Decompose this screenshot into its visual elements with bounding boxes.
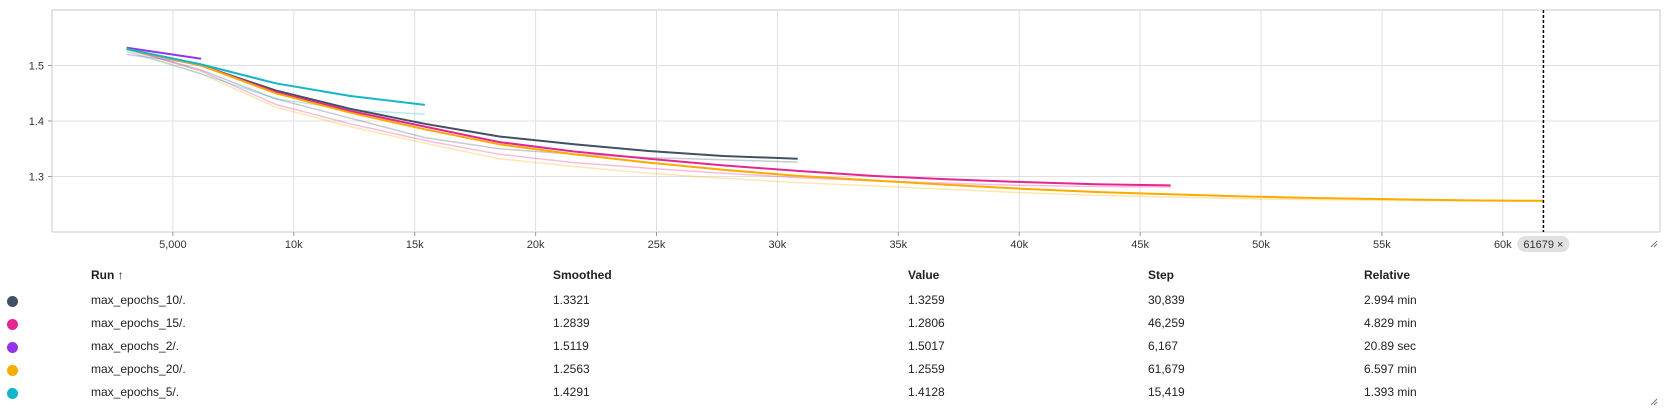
header-smoothed[interactable]: Smoothed [553, 268, 612, 282]
x-tick-label: 55k [1373, 239, 1391, 251]
run-color-dot [7, 342, 18, 353]
step-value: 61,679 [1148, 362, 1185, 376]
run-name: max_epochs_10/. [91, 293, 186, 307]
y-tick-label: 1.3 [29, 172, 44, 184]
x-tick-label: 5,000 [159, 239, 187, 251]
x-tick-label: 60k [1494, 239, 1512, 251]
x-tick-label: 20k [527, 239, 545, 251]
raw-series-line [126, 50, 425, 116]
relative-time: 6.597 min [1364, 362, 1417, 376]
step-value: 6,167 [1148, 339, 1179, 353]
x-tick-label: 50k [1252, 239, 1270, 251]
smoothed-series-line [126, 47, 425, 106]
raw-value: 1.4128 [908, 385, 945, 399]
raw-series-line [126, 49, 1544, 202]
run-color-dot [7, 319, 18, 330]
x-tick-label: 25k [648, 239, 666, 251]
run-color-dot [7, 296, 18, 307]
run-color-dot [7, 365, 18, 376]
smoothed-value: 1.2563 [553, 362, 590, 376]
chart-grid [51, 9, 1661, 233]
step-value: 15,419 [1148, 385, 1185, 399]
y-tick-label: 1.4 [29, 116, 44, 128]
raw-series-line [126, 48, 1171, 188]
smoothed-value: 1.5119 [553, 339, 589, 353]
x-tick-label: 35k [889, 239, 907, 251]
header-relative[interactable]: Relative [1364, 268, 1411, 282]
header-run[interactable]: Run ↑ [91, 268, 124, 282]
cursor-label[interactable]: 61679 × [1523, 239, 1563, 251]
relative-time: 4.829 min [1364, 316, 1417, 330]
header-value[interactable]: Value [908, 268, 940, 282]
table-row[interactable]: max_epochs_2/. 1.5119 1.5017 6,167 20.89… [0, 336, 1666, 359]
x-tick-label: 15k [406, 239, 424, 251]
smoothed-value: 1.3321 [553, 293, 590, 307]
raw-value: 1.3259 [908, 293, 945, 307]
raw-value: 1.2559 [908, 362, 945, 376]
run-name: max_epochs_15/. [91, 316, 186, 330]
x-tick-label: 10k [285, 239, 303, 251]
table-row[interactable]: max_epochs_10/. 1.3321 1.3259 30,839 2.9… [0, 290, 1666, 313]
chart: 5,000 10k 15k 20k 25k 30k 35k 40k 45k 50k 55k 60k 1.… [29, 9, 1661, 252]
smoothed-series-line [126, 47, 1171, 187]
smoothed-series-line [126, 46, 202, 60]
smoothed-series-lines [126, 46, 1544, 202]
cursor-chip [1517, 236, 1570, 252]
relative-time: 20.89 sec [1364, 339, 1417, 353]
run-color-dot [7, 388, 18, 399]
step-cursor: 61679 × [1517, 10, 1570, 252]
smoothed-series-line [126, 47, 1544, 202]
smoothed-value: 1.2839 [553, 316, 590, 330]
smoothed-value: 1.4291 [553, 385, 590, 399]
chart-axes: 5,000 10k 15k 20k 25k 30k 35k 40k 45k 50k 55k 60k 1.… [29, 61, 1512, 252]
table-resize-icon[interactable] [1650, 398, 1658, 406]
run-name: max_epochs_20/. [91, 362, 186, 376]
table-row[interactable]: max_epochs_5/. 1.4291 1.4128 15,419 1.39… [0, 382, 1666, 405]
x-tick-label: 30k [769, 239, 787, 251]
step-value: 30,839 [1148, 293, 1185, 307]
y-tick-label: 1.5 [29, 61, 44, 73]
relative-time: 1.393 min [1364, 385, 1417, 399]
raw-series-line [126, 48, 798, 163]
table-row[interactable]: max_epochs_20/. 1.2563 1.2559 61,679 6.5… [0, 359, 1666, 382]
table-row[interactable]: max_epochs_15/. 1.2839 1.2806 46,259 4.8… [0, 313, 1666, 336]
chart-resize-icon[interactable] [1650, 240, 1658, 248]
raw-series-lines [126, 48, 1544, 202]
x-tick-label: 45k [1131, 239, 1149, 251]
x-tick-label: 40k [1010, 239, 1028, 251]
raw-value: 1.5017 [908, 339, 945, 353]
run-name: max_epochs_2/. [91, 339, 180, 353]
raw-value: 1.2806 [908, 316, 945, 330]
header-step[interactable]: Step [1148, 268, 1175, 282]
step-value: 46,259 [1148, 316, 1185, 330]
relative-time: 2.994 min [1364, 293, 1417, 307]
run-name: max_epochs_5/. [91, 385, 180, 399]
